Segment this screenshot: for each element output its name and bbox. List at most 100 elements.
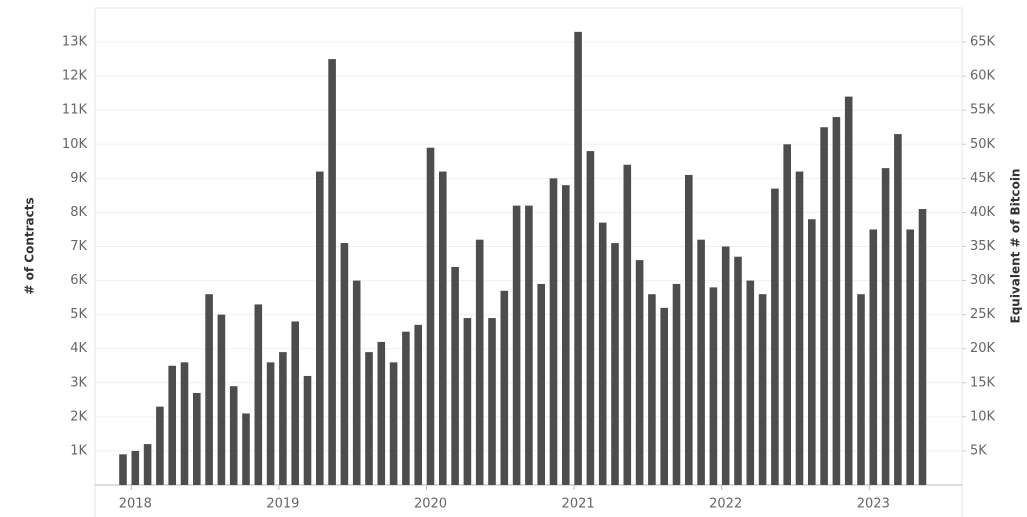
bar	[168, 365, 176, 485]
x-tick-label: 2018	[119, 497, 152, 512]
bar	[303, 375, 312, 485]
bar	[808, 219, 816, 485]
bar	[180, 362, 189, 485]
bar	[844, 96, 853, 485]
bar	[771, 188, 779, 486]
y2-tick-label: 25K	[970, 307, 996, 322]
y2-tick-label: 65K	[970, 35, 996, 50]
bar	[340, 243, 349, 485]
bar	[439, 171, 447, 486]
bar	[475, 239, 484, 485]
bar	[279, 352, 287, 485]
bar	[709, 287, 718, 485]
bar	[217, 314, 226, 485]
bar	[229, 386, 238, 485]
bar	[869, 229, 878, 485]
y-tick-label: 7K	[70, 239, 87, 254]
bar	[611, 243, 619, 485]
bar	[574, 31, 582, 485]
bar	[266, 362, 275, 485]
bar	[832, 117, 841, 486]
x-tick-label: 2019	[266, 497, 299, 512]
bar	[758, 294, 767, 485]
bar	[598, 222, 607, 485]
bar	[291, 321, 299, 485]
bar	[660, 307, 668, 485]
x-tick-label: 2021	[562, 497, 595, 512]
bar	[316, 171, 324, 486]
bar	[119, 454, 127, 485]
bar	[549, 178, 558, 485]
y2-tick-label: 10K	[970, 409, 996, 424]
y2-tick-label: 60K	[970, 69, 996, 84]
bar	[635, 260, 644, 485]
bar	[820, 127, 828, 485]
bar	[562, 185, 570, 485]
y2-tick-label: 55K	[970, 103, 996, 118]
bar	[623, 164, 632, 485]
x-tick-label: 2023	[857, 497, 890, 512]
bar	[537, 283, 545, 485]
bar	[512, 205, 521, 485]
y-tick-label: 11K	[62, 103, 88, 118]
bar	[685, 174, 693, 485]
bar	[648, 294, 656, 485]
y2-tick-label: 45K	[970, 171, 996, 186]
bar	[500, 290, 509, 485]
bar	[328, 59, 336, 485]
y-axis-title: # of Contracts	[23, 197, 37, 294]
bar	[131, 450, 140, 485]
bar	[918, 209, 927, 485]
y-tick-label: 10K	[62, 137, 88, 152]
bar	[906, 229, 914, 485]
y-tick-label: 8K	[70, 205, 87, 220]
bar	[586, 151, 595, 485]
y2-tick-label: 15K	[970, 375, 996, 390]
bar	[242, 413, 250, 485]
y2-tick-label: 5K	[970, 443, 987, 458]
bar	[365, 352, 373, 485]
bar	[389, 362, 398, 485]
y-tick-label: 12K	[62, 69, 88, 84]
bar	[881, 168, 890, 485]
bar	[795, 171, 804, 486]
y-tick-label: 1K	[70, 443, 87, 458]
y-tick-label: 2K	[70, 409, 87, 424]
y-tick-label: 5K	[70, 307, 87, 322]
bar	[377, 341, 386, 485]
x-tick-label: 2022	[709, 497, 742, 512]
bar	[143, 444, 152, 485]
y2-tick-label: 35K	[970, 239, 996, 254]
bar	[352, 280, 361, 485]
bar	[426, 147, 435, 485]
bar	[414, 324, 422, 485]
y2-tick-label: 20K	[970, 341, 996, 356]
bar	[746, 280, 755, 485]
bar	[156, 406, 164, 485]
bar	[894, 134, 902, 486]
bar	[734, 256, 742, 485]
y-tick-label: 4K	[70, 341, 87, 356]
bar	[525, 205, 533, 485]
bar	[205, 294, 213, 485]
y2-tick-label: 40K	[970, 205, 996, 220]
y2-tick-label: 50K	[970, 137, 996, 152]
y2-axis-title: Equivalent # of Bitcoin	[1009, 169, 1023, 324]
y-tick-label: 6K	[70, 273, 87, 288]
y-tick-label: 9K	[70, 171, 87, 186]
bar	[857, 294, 865, 485]
x-tick-label: 2020	[414, 497, 447, 512]
y2-tick-label: 30K	[970, 273, 996, 288]
bar	[402, 331, 410, 485]
bar	[672, 283, 681, 485]
bar	[451, 266, 459, 485]
bar	[463, 318, 472, 485]
bar	[254, 304, 263, 485]
bar	[193, 393, 201, 485]
bar	[697, 239, 705, 485]
y-tick-label: 3K	[70, 375, 87, 390]
bar	[783, 144, 791, 486]
bar	[488, 318, 496, 485]
bar	[721, 246, 730, 485]
